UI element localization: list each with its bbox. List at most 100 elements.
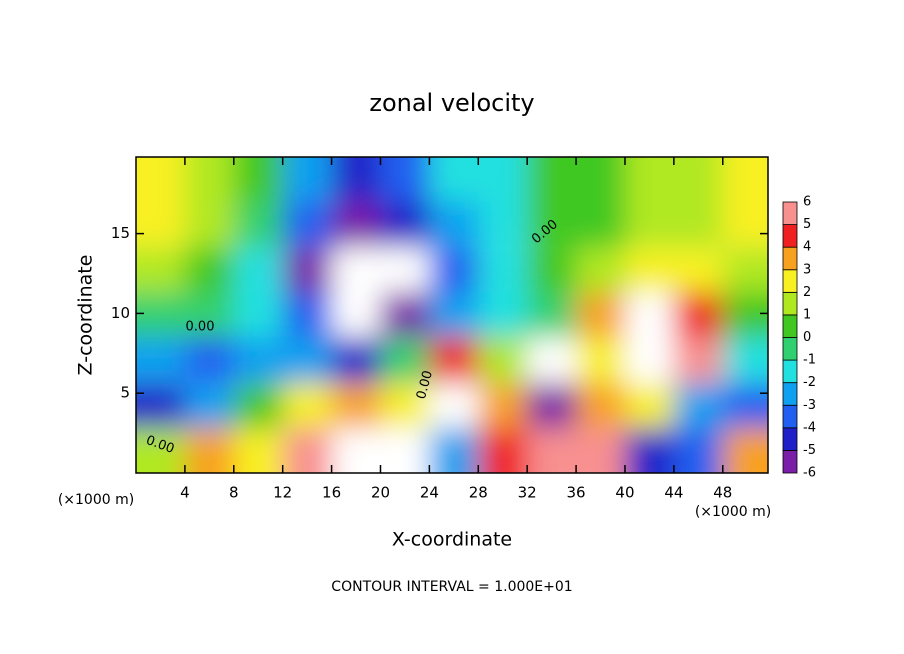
field-cell <box>331 428 381 473</box>
colorbar-label: 4 <box>803 240 811 255</box>
x-tick-label: 28 <box>469 484 488 502</box>
x-tick-label: 20 <box>371 484 390 502</box>
field-cell <box>233 247 284 294</box>
field-cell <box>331 201 381 248</box>
field-cell <box>380 337 430 383</box>
field-cell <box>136 383 186 430</box>
field-cell <box>282 157 332 203</box>
field-cell <box>380 157 430 203</box>
field-cell <box>478 292 528 339</box>
x-tick-label: 12 <box>273 484 292 502</box>
field-cell <box>527 157 577 203</box>
field-cell <box>478 247 528 294</box>
field-cell <box>576 383 626 430</box>
field-cell <box>136 157 186 203</box>
field-cell <box>674 428 724 473</box>
field-cell <box>282 383 332 430</box>
field-cell <box>722 428 768 473</box>
field-cell <box>429 292 479 339</box>
field-cell <box>185 292 235 339</box>
field-cell <box>380 292 430 339</box>
field-cell <box>722 337 768 383</box>
field-cell <box>429 337 479 383</box>
x-tick-label: 48 <box>713 484 732 502</box>
field-cell <box>185 428 235 473</box>
field-cell <box>136 428 186 473</box>
colorbar-swatch <box>782 224 798 248</box>
field-cell <box>478 157 528 203</box>
colorbar-swatch <box>782 427 798 451</box>
field-cell <box>625 337 675 383</box>
field-cell <box>429 201 479 248</box>
field-cell <box>674 201 724 248</box>
colorbar-label: -5 <box>803 443 816 458</box>
field-cell <box>527 201 577 248</box>
field-cell <box>576 247 626 294</box>
field-cell <box>625 292 675 339</box>
colorbar-label: -3 <box>803 398 816 413</box>
field-cell <box>527 292 577 339</box>
colorbar-label: 0 <box>803 330 811 345</box>
field-cell <box>429 383 479 430</box>
field-cell <box>625 247 675 294</box>
field-cell <box>625 201 675 248</box>
field-cell <box>429 157 479 203</box>
field <box>136 157 768 473</box>
field-cell <box>674 292 724 339</box>
field-cell <box>478 383 528 430</box>
colorbar: -6 -5 -4 -3 -2 -1 0 1 2 3 4 5 6 <box>782 195 816 481</box>
x-axis-label: X-coordinate <box>392 529 512 551</box>
colorbar-label: 5 <box>803 217 811 232</box>
y-tick-label: 15 <box>111 224 130 242</box>
field-cell <box>185 157 235 203</box>
field-cell <box>185 383 235 430</box>
y-tick-label: 10 <box>111 304 130 322</box>
field-cell <box>722 292 768 339</box>
field-cell <box>233 201 284 248</box>
field-cells <box>136 157 768 473</box>
colorbar-swatch <box>782 382 798 406</box>
field-cell <box>527 247 577 294</box>
x-tick-label: 40 <box>615 484 634 502</box>
chart-title: zonal velocity <box>369 89 534 117</box>
field-cell <box>527 428 577 473</box>
colorbar-label: -6 <box>803 466 816 481</box>
plot-frame <box>135 156 769 474</box>
colorbar-label: -1 <box>803 353 816 368</box>
field-cell <box>136 247 186 294</box>
field-cell <box>233 157 284 203</box>
field-cell <box>674 247 724 294</box>
colorbar-swatch <box>782 359 798 384</box>
field-cell <box>331 157 381 203</box>
x-tick-label: 32 <box>518 484 537 502</box>
x-tick-label: 4 <box>180 484 190 502</box>
x-tick-label: 44 <box>664 484 683 502</box>
colorbar-label: 6 <box>803 195 811 210</box>
colorbar-swatch <box>782 269 798 293</box>
field-cell <box>136 201 186 248</box>
colorbar-label: 2 <box>803 285 811 300</box>
field-cell <box>576 428 626 473</box>
field-cell <box>674 337 724 383</box>
field-cell <box>625 157 675 203</box>
field-cell <box>136 292 186 339</box>
field-cell <box>576 201 626 248</box>
field-cell <box>478 201 528 248</box>
field-cell <box>674 157 724 203</box>
x-tick-label: 36 <box>567 484 586 502</box>
x-unit: (×1000 m) <box>695 504 771 520</box>
field-cell <box>185 337 235 383</box>
field-cell <box>136 337 186 383</box>
colorbar-label: 1 <box>803 307 811 322</box>
field-cell <box>282 247 332 294</box>
field-cell <box>233 292 284 339</box>
y-tick-label: 5 <box>120 384 130 402</box>
field-cell <box>380 201 430 248</box>
field-cell <box>429 428 479 473</box>
field-cell <box>331 337 381 383</box>
field-cell <box>625 428 675 473</box>
field-cell <box>527 337 577 383</box>
field-cell <box>233 337 284 383</box>
field-cell <box>576 292 626 339</box>
